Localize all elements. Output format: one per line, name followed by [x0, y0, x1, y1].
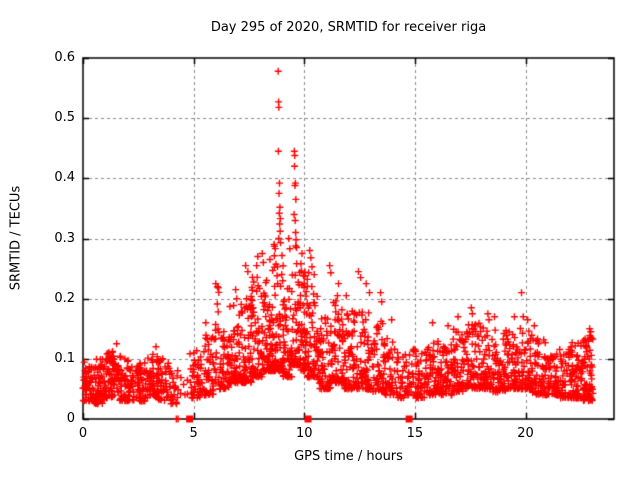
y-tick-label: 0.2: [54, 290, 75, 306]
x-tick-label: 20: [517, 426, 534, 441]
y-axis-label: SRMTID / TECUs: [8, 185, 24, 291]
y-tick-label: 0.1: [54, 350, 75, 366]
x-tick-label: 10: [295, 426, 313, 441]
y-tick-label: 0: [66, 411, 75, 426]
x-tick-label: 0: [78, 426, 88, 441]
y-tick-label: 0.3: [54, 230, 75, 246]
x-axis-label: GPS time / hours: [294, 449, 403, 464]
y-tick-label: 0.6: [54, 50, 75, 65]
y-tick-label: 0.5: [54, 110, 75, 126]
x-tick-label: 5: [189, 426, 198, 441]
x-tick-label: 15: [406, 426, 424, 441]
chart-title: Day 295 of 2020, SRMTID for receiver rig…: [210, 20, 487, 35]
y-tick-label: 0.4: [54, 170, 75, 186]
